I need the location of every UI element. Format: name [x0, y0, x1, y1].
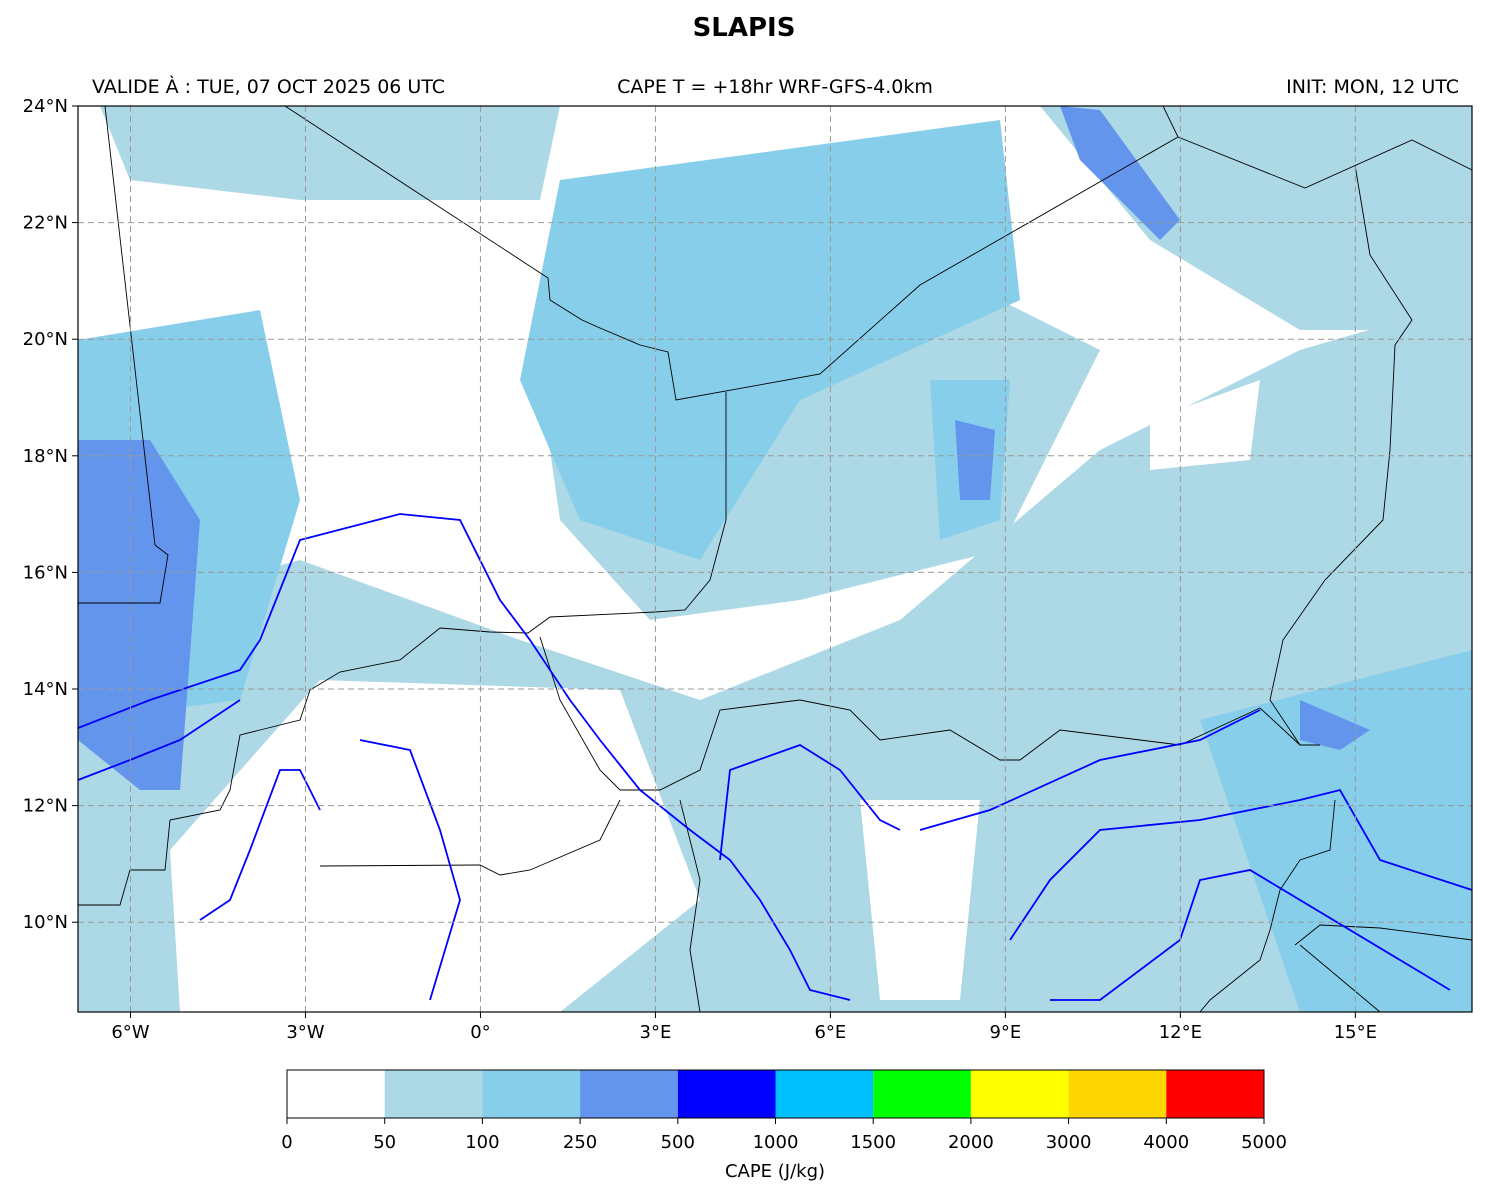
colorbar: 0 50 100 250 500 1000 1500 2000 3000 4000 5000 [281, 1069, 1287, 1153]
lat-tick-label: 16°N [23, 562, 68, 583]
colorbar-segment [482, 1070, 581, 1118]
run-info: CAPE T = +18hr WRF-GFS-4.0km [617, 76, 933, 98]
lon-tick-label: 15°E [1334, 1022, 1377, 1043]
colorbar-segment [384, 1070, 483, 1118]
lat-tick-label: 22°N [23, 213, 68, 234]
colorbar-label: CAPE (J/kg) [725, 1161, 825, 1182]
colorbar-tick-label: 1000 [753, 1132, 799, 1153]
colorbar-tick-label: 1500 [850, 1132, 896, 1153]
colorbar-segment [287, 1070, 385, 1118]
colorbar-segment [775, 1070, 874, 1118]
colorbar-segment [1068, 1070, 1167, 1118]
lon-tick-label: 3°W [286, 1022, 324, 1043]
lon-tick-label: 3°E [640, 1022, 672, 1043]
colorbar-segment [873, 1070, 971, 1118]
colorbar-segment [1166, 1070, 1264, 1118]
lat-tick-label: 12°N [23, 796, 68, 817]
grid [78, 106, 1472, 1012]
lat-tick-label: 18°N [23, 446, 68, 467]
colorbar-tick-label: 100 [465, 1132, 499, 1153]
cape-field [78, 106, 1472, 1012]
ticks: 6°W 3°W 0° 3°E 6°E 9°E 12°E 15°E 10°N 12°N 14°N 16°… [23, 96, 1377, 1043]
lon-tick-label: 6°E [814, 1022, 846, 1043]
colorbar-tick-label: 500 [661, 1132, 695, 1153]
map-frame [77, 105, 1473, 1013]
colorbar-tick-label: 4000 [1143, 1132, 1189, 1153]
valid-time: VALIDE À : TUE, 07 OCT 2025 06 UTC [92, 75, 445, 98]
colorbar-segment [677, 1070, 776, 1118]
init-time: INIT: MON, 12 UTC [1286, 76, 1459, 98]
colorbar-tick-label: 0 [281, 1132, 292, 1153]
title: SLAPIS [693, 13, 796, 43]
colorbar-tick-label: 250 [563, 1132, 597, 1153]
lon-tick-label: 9°E [989, 1022, 1021, 1043]
lat-tick-label: 10°N [23, 912, 68, 933]
rivers [78, 513, 1472, 1001]
colorbar-segment [970, 1070, 1069, 1118]
lon-tick-label: 6°W [111, 1022, 149, 1043]
lon-tick-label: 0° [470, 1022, 490, 1043]
lat-tick-label: 20°N [23, 329, 68, 350]
colorbar-tick-label: 3000 [1046, 1132, 1092, 1153]
colorbar-tick-label: 2000 [948, 1132, 994, 1153]
colorbar-tick-label: 50 [373, 1132, 396, 1153]
colorbar-tick-label: 5000 [1241, 1132, 1287, 1153]
colorbar-segment [580, 1070, 678, 1118]
lat-tick-label: 24°N [23, 96, 68, 117]
map [78, 106, 1472, 1012]
lat-tick-label: 14°N [23, 679, 68, 700]
lon-tick-label: 12°E [1159, 1022, 1202, 1043]
country-borders [78, 106, 1472, 1012]
